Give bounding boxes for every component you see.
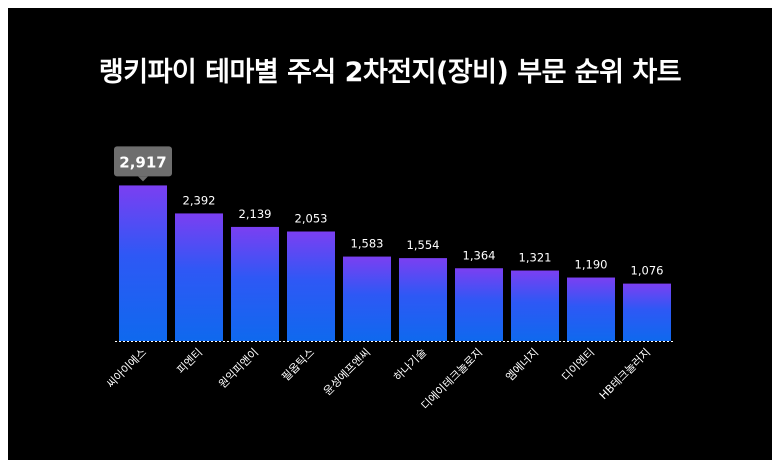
value-label: 1,554 xyxy=(407,238,440,252)
value-label: 2,139 xyxy=(239,207,272,221)
value-label: 1,190 xyxy=(575,258,608,272)
bars-group xyxy=(119,185,671,341)
category-label: 원익피앤이 xyxy=(216,346,261,391)
category-label: 피엔티 xyxy=(174,346,205,377)
value-label-highlight: 2,917 xyxy=(114,146,172,182)
value-label: 1,321 xyxy=(519,251,552,265)
category-label: 디에이테크놀로지 xyxy=(419,346,485,412)
value-label: 2,392 xyxy=(183,193,216,207)
chart-title: 랭키파이 테마별 주식 2차전지(장비) 부문 순위 차트 xyxy=(98,57,682,88)
category-label: 씨아이에스 xyxy=(104,346,149,391)
bar xyxy=(119,185,167,341)
bar xyxy=(287,231,335,341)
value-label: 2,053 xyxy=(295,212,328,226)
bar xyxy=(623,283,671,341)
value-label: 1,583 xyxy=(351,237,384,251)
value-label-pointer xyxy=(138,176,148,182)
bar xyxy=(231,226,279,341)
bar xyxy=(455,268,503,341)
bar xyxy=(567,277,615,341)
value-label: 1,076 xyxy=(631,264,664,278)
value-label: 1,364 xyxy=(463,248,496,262)
bar xyxy=(511,270,559,341)
category-label: 필옵틱스 xyxy=(279,346,317,384)
value-label: 2,917 xyxy=(119,153,166,171)
value-label-box xyxy=(114,146,172,177)
bar xyxy=(175,213,223,341)
category-label: HB테크놀러지 xyxy=(597,346,653,402)
bar xyxy=(343,256,391,341)
category-label: 디이엔티 xyxy=(559,346,597,384)
category-label: 윤성에프앤씨 xyxy=(321,346,373,398)
category-label: 하나기술 xyxy=(391,345,430,384)
bar xyxy=(399,258,447,341)
category-label: 엠에너지 xyxy=(503,346,541,384)
